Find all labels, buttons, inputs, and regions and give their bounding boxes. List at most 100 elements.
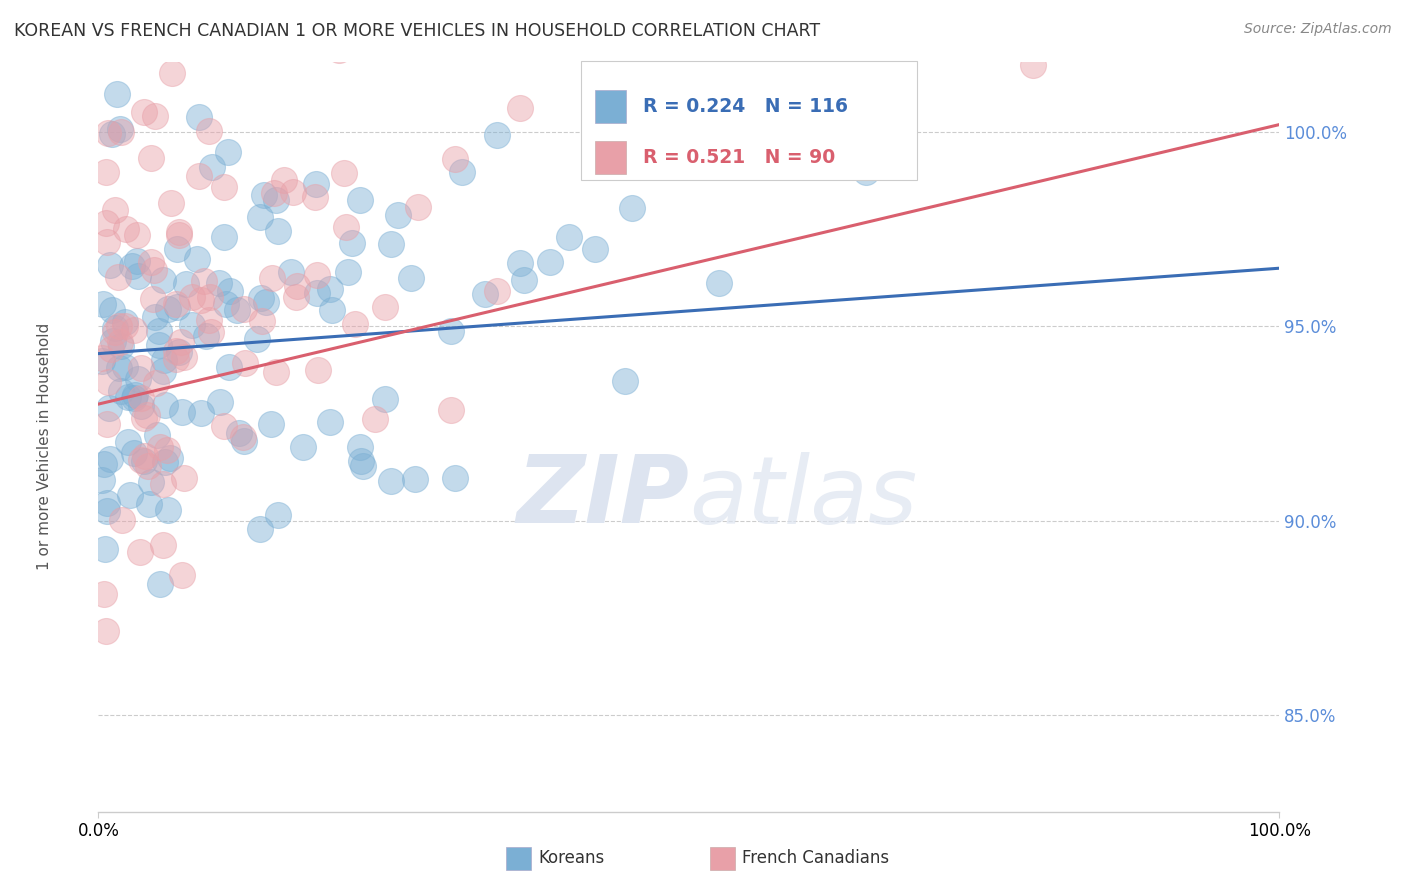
Point	[96, 217, 118, 231]
Point	[129, 399, 152, 413]
Point	[146, 427, 169, 442]
Point	[512, 273, 534, 287]
Point	[148, 338, 170, 352]
Point	[138, 498, 160, 512]
Point	[129, 391, 152, 405]
Point	[170, 405, 193, 419]
Text: Koreans: Koreans	[538, 849, 605, 867]
Point	[614, 374, 637, 388]
Point	[214, 419, 236, 434]
Point	[173, 471, 195, 485]
Point	[380, 236, 402, 251]
Point	[153, 455, 176, 469]
Point	[509, 256, 531, 270]
Point	[321, 303, 343, 318]
Point	[335, 220, 357, 235]
Point	[98, 401, 121, 416]
Point	[349, 454, 371, 468]
Point	[139, 255, 162, 269]
Point	[538, 254, 561, 268]
Point	[96, 235, 118, 250]
Point	[374, 392, 396, 406]
Point	[380, 475, 402, 489]
Point	[328, 43, 350, 57]
Point	[91, 473, 114, 487]
Point	[166, 242, 188, 256]
Point	[117, 435, 139, 450]
Point	[152, 364, 174, 378]
Point	[226, 303, 249, 318]
Point	[249, 522, 271, 536]
Point	[156, 443, 179, 458]
Point	[307, 268, 329, 283]
Point	[118, 488, 141, 502]
Point	[855, 164, 877, 178]
Point	[363, 412, 385, 426]
Point	[149, 577, 172, 591]
Point	[167, 227, 190, 242]
Point	[232, 430, 254, 444]
Text: ZIP: ZIP	[516, 451, 689, 543]
Point	[360, 10, 382, 24]
Point	[107, 360, 129, 375]
Point	[404, 472, 426, 486]
Point	[152, 476, 174, 491]
Point	[198, 290, 221, 304]
Point	[148, 324, 170, 338]
Point	[195, 329, 218, 343]
Point	[114, 221, 136, 235]
Point	[166, 300, 188, 314]
Point	[193, 274, 215, 288]
Point	[111, 513, 134, 527]
Point	[250, 314, 273, 328]
Point	[187, 110, 209, 124]
Point	[160, 65, 183, 79]
Point	[149, 440, 172, 454]
Point	[233, 302, 256, 317]
Point	[134, 450, 156, 464]
Point	[145, 376, 167, 390]
Point	[173, 350, 195, 364]
Point	[283, 185, 305, 199]
Point	[134, 454, 156, 468]
Point	[141, 475, 163, 489]
Point	[110, 125, 132, 139]
Point	[190, 293, 212, 308]
Point	[349, 194, 371, 208]
Point	[253, 188, 276, 202]
Point	[332, 165, 354, 179]
Point	[260, 271, 283, 285]
Point	[337, 265, 360, 279]
Point	[273, 172, 295, 186]
Point	[509, 102, 531, 116]
Text: R = 0.224   N = 116: R = 0.224 N = 116	[643, 97, 848, 116]
Point	[101, 303, 124, 318]
Text: atlas: atlas	[689, 451, 917, 542]
Point	[304, 190, 326, 204]
Point	[214, 180, 236, 194]
Point	[319, 282, 342, 296]
Point	[93, 587, 115, 601]
Point	[143, 263, 166, 277]
Point	[143, 310, 166, 324]
Point	[374, 300, 396, 314]
Point	[344, 317, 367, 331]
Point	[305, 178, 328, 192]
Point	[620, 201, 643, 215]
Point	[110, 122, 132, 136]
Point	[201, 160, 224, 174]
Point	[284, 290, 307, 304]
Text: KOREAN VS FRENCH CANADIAN 1 OR MORE VEHICLES IN HOUSEHOLD CORRELATION CHART: KOREAN VS FRENCH CANADIAN 1 OR MORE VEHI…	[14, 22, 820, 40]
Point	[134, 105, 156, 120]
Point	[349, 440, 371, 454]
Point	[250, 291, 273, 305]
Point	[1022, 58, 1045, 72]
Point	[285, 278, 308, 293]
Point	[200, 325, 222, 339]
Point	[218, 359, 240, 374]
Point	[307, 363, 329, 377]
Point	[97, 376, 120, 390]
Point	[305, 285, 328, 300]
Point	[246, 332, 269, 346]
Point	[291, 440, 314, 454]
